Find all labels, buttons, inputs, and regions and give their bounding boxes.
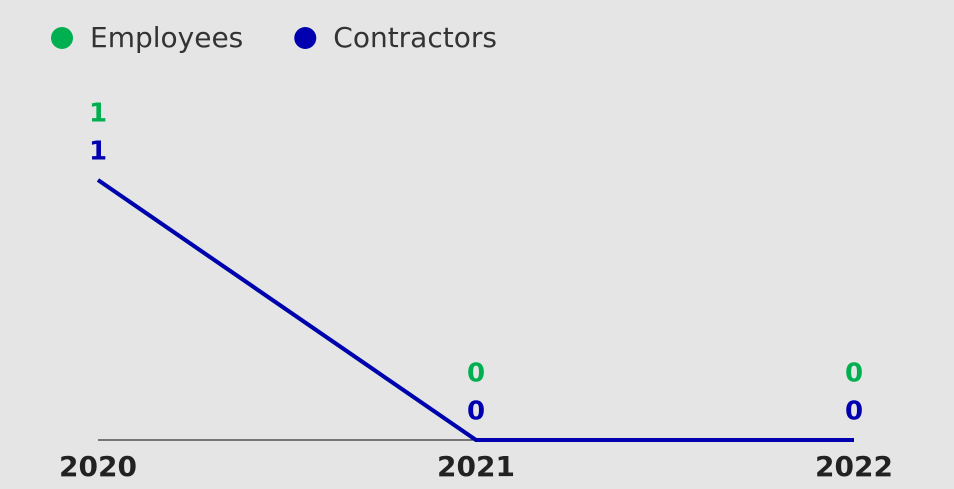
data-label: 1: [89, 99, 107, 129]
series-line: [96, 178, 854, 442]
legend-marker: [51, 27, 73, 49]
x-tick-label: 2020: [59, 450, 137, 483]
data-label: 0: [467, 359, 485, 389]
x-tick-label: 2022: [815, 450, 893, 483]
data-label: 1: [89, 137, 107, 167]
x-tick-label: 2021: [437, 450, 515, 483]
legend-label: Contractors: [333, 21, 497, 54]
legend-marker: [294, 27, 317, 49]
data-label: 0: [467, 397, 485, 427]
data-label: 0: [845, 359, 863, 389]
legend-label: Employees: [90, 21, 243, 54]
data-label: 0: [845, 397, 863, 427]
